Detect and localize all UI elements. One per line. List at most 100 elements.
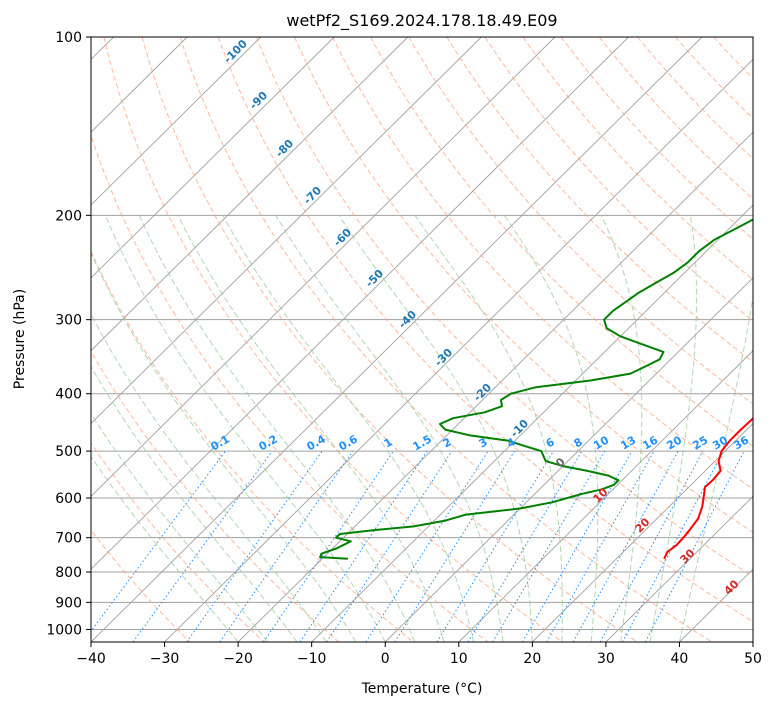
dry-adiabat-label: -50 [363, 267, 386, 290]
mixing-ratio-line [394, 450, 516, 642]
moist-adiabat-label: 30 [678, 546, 698, 566]
dry-adiabat-line [637, 37, 753, 160]
mixing-ratio-line [365, 450, 489, 642]
dewpoint-line [319, 218, 753, 560]
mixing-ratio-label: 25 [690, 434, 710, 453]
dry-adiabat-line [91, 529, 191, 642]
moist-adiabat-label: 40 [722, 577, 742, 597]
isotherm-line [91, 37, 409, 352]
dry-adiabat-line [408, 37, 753, 405]
mixing-ratio-line [326, 450, 453, 642]
mixing-ratio-label: 8 [572, 435, 585, 450]
mixing-ratio-label: 2 [441, 435, 454, 450]
isotherm-line [91, 37, 262, 206]
isotherm-line [532, 422, 753, 642]
plot-frame [90, 36, 754, 643]
moist-adiabat-label: 10 [591, 485, 611, 505]
y-tick-label: 400 [55, 387, 82, 403]
dry-adiabat-line [751, 37, 753, 40]
dry-adiabat-line [332, 37, 753, 490]
y-tick-label: 200 [55, 208, 82, 224]
mixing-ratio-line [572, 450, 679, 642]
temperature-line [663, 416, 753, 560]
dry-adiabat-label: -90 [247, 89, 270, 112]
y-tick-label: 600 [55, 491, 82, 507]
dry-adiabat-line [179, 37, 713, 642]
dry-adiabat-line [294, 37, 753, 534]
mixing-ratio-label: 1 [382, 435, 395, 450]
dry-adiabat-line [522, 37, 753, 281]
mixing-ratio-line [546, 450, 655, 642]
moist-adiabat-line [503, 215, 599, 642]
moist-adiabat-line [222, 215, 474, 642]
moist-adiabat-line [275, 215, 504, 642]
isotherm-line [91, 37, 556, 497]
moist-adiabat-line [177, 215, 445, 642]
mixing-ratio-line [436, 450, 554, 642]
dry-adiabat-label: -30 [432, 346, 455, 369]
x-tick-label: 40 [671, 651, 689, 667]
dry-adiabat-line [255, 37, 753, 578]
x-tick-label: 30 [597, 651, 615, 667]
dry-adiabat-line [446, 37, 753, 363]
x-tick-label: −10 [297, 651, 327, 667]
dry-adiabat-line [713, 37, 753, 80]
mixing-ratio-line [219, 450, 354, 642]
moist-adiabat-line [138, 215, 416, 642]
dry-adiabat-line [141, 37, 638, 642]
x-tick-label: 0 [381, 651, 390, 667]
y-tick-label: 100 [55, 30, 82, 46]
moist-adiabat-line [649, 215, 698, 642]
dry-adiabat-label: -70 [301, 184, 324, 207]
mixing-ratio-label: 20 [664, 433, 684, 452]
isotherm-line [91, 37, 629, 570]
isotherm-line [91, 37, 188, 133]
mixing-ratio-line [492, 450, 606, 642]
y-tick-label: 500 [55, 444, 82, 460]
x-tick-label: −30 [150, 651, 180, 667]
mixing-ratio-line [186, 450, 323, 642]
y-tick-label: 1000 [46, 622, 82, 638]
isotherm-line [752, 641, 753, 642]
mixing-ratio-label: 0.6 [337, 432, 361, 453]
mixing-ratio-label: 0.4 [305, 432, 329, 453]
mixing-ratio-label: 16 [640, 433, 660, 452]
mixing-ratio-line [522, 450, 633, 642]
profile-lines [319, 218, 753, 560]
moist-adiabat-line [105, 215, 386, 642]
moist-adiabat-line [414, 215, 563, 642]
mixing-ratio-line [644, 450, 745, 642]
background-lines [91, 37, 753, 642]
axes: −40 −30 −20 −10 0 10 20 30 40 5010020030040050060… [46, 30, 762, 667]
x-tick-label: −40 [76, 651, 106, 667]
isotherm-line [91, 37, 703, 642]
x-tick-label: 10 [450, 651, 468, 667]
moist-adiabat-line [91, 455, 239, 642]
mixing-ratio-label: 6 [544, 435, 557, 450]
dry-adiabat-line [91, 133, 489, 642]
mixing-ratio-label: 0.2 [257, 432, 280, 453]
moist-adiabat-line [91, 412, 268, 642]
x-tick-label: 50 [744, 651, 762, 667]
dry-adiabat-label: -80 [273, 137, 296, 160]
isotherm-line [91, 37, 482, 425]
mixing-ratio-line [263, 450, 394, 642]
x-tick-label: −20 [223, 651, 253, 667]
y-tick-label: 300 [55, 313, 82, 329]
moist-adiabat-line [91, 365, 298, 642]
mixing-ratio-line [599, 450, 704, 642]
mixing-ratio-line [467, 450, 583, 642]
dry-adiabat-line [91, 350, 340, 642]
dry-adiabat-label: -40 [396, 308, 419, 331]
dry-adiabat-line [560, 37, 753, 240]
isotherm-line [605, 495, 753, 642]
y-tick-label: 800 [55, 565, 82, 581]
x-tick-label: 20 [523, 651, 541, 667]
dry-adiabat-label: -60 [331, 226, 354, 249]
dry-adiabat-line [91, 442, 265, 642]
dry-adiabat-line [103, 37, 563, 642]
y-tick-label: 700 [55, 531, 82, 547]
isotherm-line [384, 277, 753, 642]
isotherm-line [237, 131, 753, 642]
